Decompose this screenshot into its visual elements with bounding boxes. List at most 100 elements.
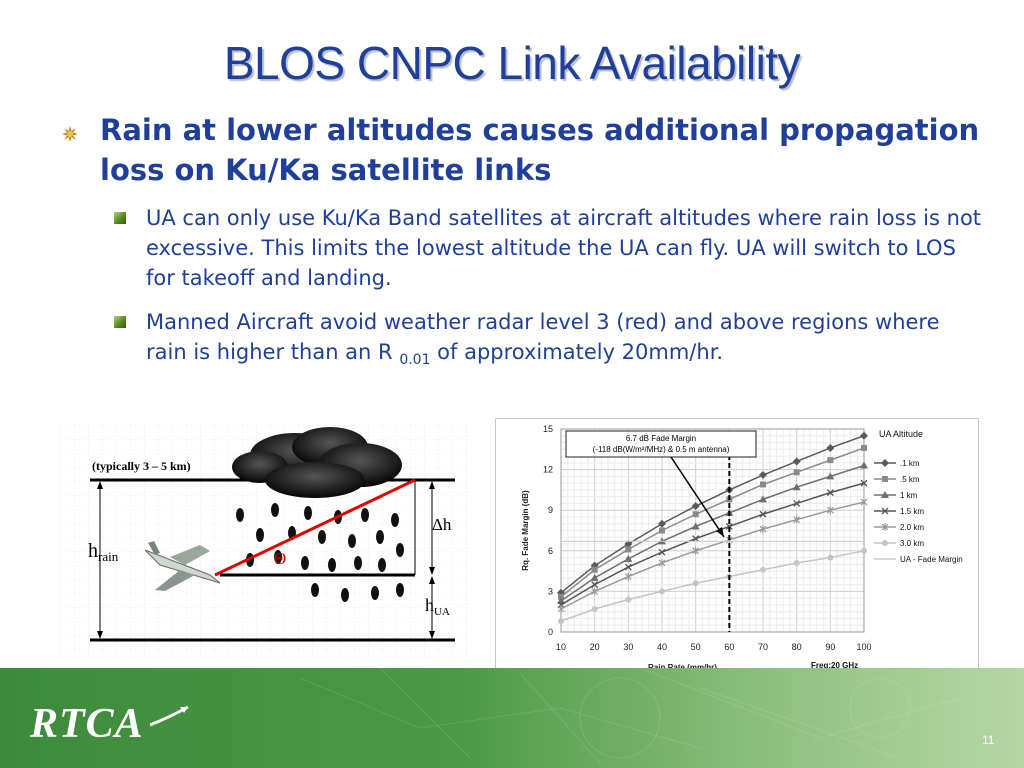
footer-band <box>0 668 1024 768</box>
data-point <box>557 604 565 613</box>
chart-svg: 10 20 30 40 50 60 70 80 90 100 0 3 6 9 12 15 Rain Rate (… <box>521 424 963 682</box>
data-point <box>692 580 699 587</box>
data-point <box>860 479 868 487</box>
data-point <box>591 587 599 596</box>
data-point <box>692 535 700 543</box>
series-line <box>560 482 865 606</box>
slide-title: BLOS CNPC Link Availability <box>223 37 801 89</box>
legend-title: UA Altitude <box>879 429 923 439</box>
data-point <box>861 547 867 554</box>
data-point <box>793 515 801 524</box>
data-point <box>590 573 599 581</box>
legend-label: .1 km <box>900 459 920 468</box>
data-point <box>793 559 800 566</box>
data-point <box>624 554 633 562</box>
data-point <box>827 457 834 464</box>
data-point <box>759 525 767 534</box>
data-point <box>826 506 834 515</box>
data-point <box>826 472 835 480</box>
x-tick-label: 80 <box>792 642 802 652</box>
x-tick-label: 10 <box>556 642 566 652</box>
data-point <box>861 444 867 451</box>
plot-area <box>560 428 865 633</box>
legend-label: .5 km <box>900 475 920 484</box>
data-point <box>827 554 834 561</box>
annotation-arrowhead <box>716 527 724 537</box>
data-point <box>692 511 699 518</box>
data-point <box>760 481 766 488</box>
data-point <box>881 459 889 467</box>
annotation-line-1: 6.7 dB Fade Margin <box>626 434 696 443</box>
r-subscript: 0.01 <box>399 352 431 368</box>
x-tick-label: 100 <box>856 642 871 652</box>
data-point <box>793 469 800 476</box>
rain-cloud-icon <box>232 427 402 498</box>
x-tick-label: 90 <box>825 642 835 652</box>
data-point <box>759 471 767 480</box>
y-tick-label: 9 <box>548 505 553 515</box>
series-line <box>560 550 865 622</box>
data-point <box>558 618 564 625</box>
x-tick-label: 70 <box>758 642 768 652</box>
data-point <box>860 498 868 507</box>
series-line <box>560 447 865 598</box>
legend-label: UA - Fade Margin <box>900 555 963 564</box>
data-point <box>625 546 632 553</box>
data-point <box>759 510 767 518</box>
freq-note: Freq:20 GHz <box>811 661 858 670</box>
data-point <box>692 546 700 555</box>
map-texture <box>299 668 961 764</box>
h-ua-label: hUA <box>425 595 450 618</box>
sunburst-bullet-icon <box>62 126 78 142</box>
y-tick-label: 0 <box>548 627 553 637</box>
data-point <box>659 588 665 595</box>
data-point <box>881 491 889 498</box>
x-axis-label: Rain Rate (mm/hr) <box>648 663 717 672</box>
data-point <box>793 499 801 507</box>
y-tick-label: 3 <box>548 586 553 596</box>
aircraft-icon <box>144 541 221 591</box>
data-point <box>591 605 598 612</box>
data-point <box>882 476 888 482</box>
x-tick-label: 60 <box>724 642 734 652</box>
legend-label: 2.0 km <box>900 523 924 532</box>
data-point <box>624 540 633 549</box>
data-point <box>725 522 733 530</box>
data-point <box>792 483 801 491</box>
x-tick-label: 50 <box>691 642 701 652</box>
data-point <box>860 461 868 469</box>
y-axis-label: Rq. Fade Margin (dB) <box>521 490 530 571</box>
data-point <box>759 495 767 503</box>
data-point <box>659 527 665 534</box>
logo-swoosh-icon <box>150 705 189 727</box>
square-bullet-icon <box>114 316 126 328</box>
x-tick-label: 30 <box>623 642 633 652</box>
data-point <box>625 596 632 603</box>
sub-bullet-ua: UA can only use Ku/Ka Band satellites at… <box>146 206 982 290</box>
series-line <box>560 501 865 610</box>
data-point <box>591 566 598 573</box>
data-point <box>658 519 666 528</box>
data-point <box>826 443 835 452</box>
data-point <box>881 523 889 531</box>
legend-label: 1.5 km <box>900 507 924 516</box>
data-point <box>881 507 889 515</box>
x-tick-label: 40 <box>657 642 667 652</box>
theta-label: Θ <box>274 549 286 568</box>
range-label: (typically 3 – 5 km) <box>92 459 191 473</box>
x-tick-label: 20 <box>590 642 600 652</box>
y-tick-label: 12 <box>543 465 553 475</box>
data-point <box>860 431 868 440</box>
data-point <box>792 457 801 466</box>
annotation-box <box>565 430 757 458</box>
data-point <box>882 540 888 546</box>
sub-bullet-manned: Manned Aircraft avoid weather radar leve… <box>146 310 940 368</box>
annotation-line-2: (-118 dB(W/m²/MHz) & 0.5 m antenna) <box>593 445 730 454</box>
data-point <box>624 563 632 571</box>
data-point <box>591 581 599 589</box>
legend-label: 1 km <box>900 491 918 500</box>
y-tick-label: 6 <box>548 546 553 556</box>
fade-margin-chart: 10 20 30 40 50 60 70 80 90 100 0 3 6 9 12 15 Rain Rate (… <box>495 418 979 703</box>
data-point <box>691 522 700 530</box>
data-point <box>624 572 632 581</box>
